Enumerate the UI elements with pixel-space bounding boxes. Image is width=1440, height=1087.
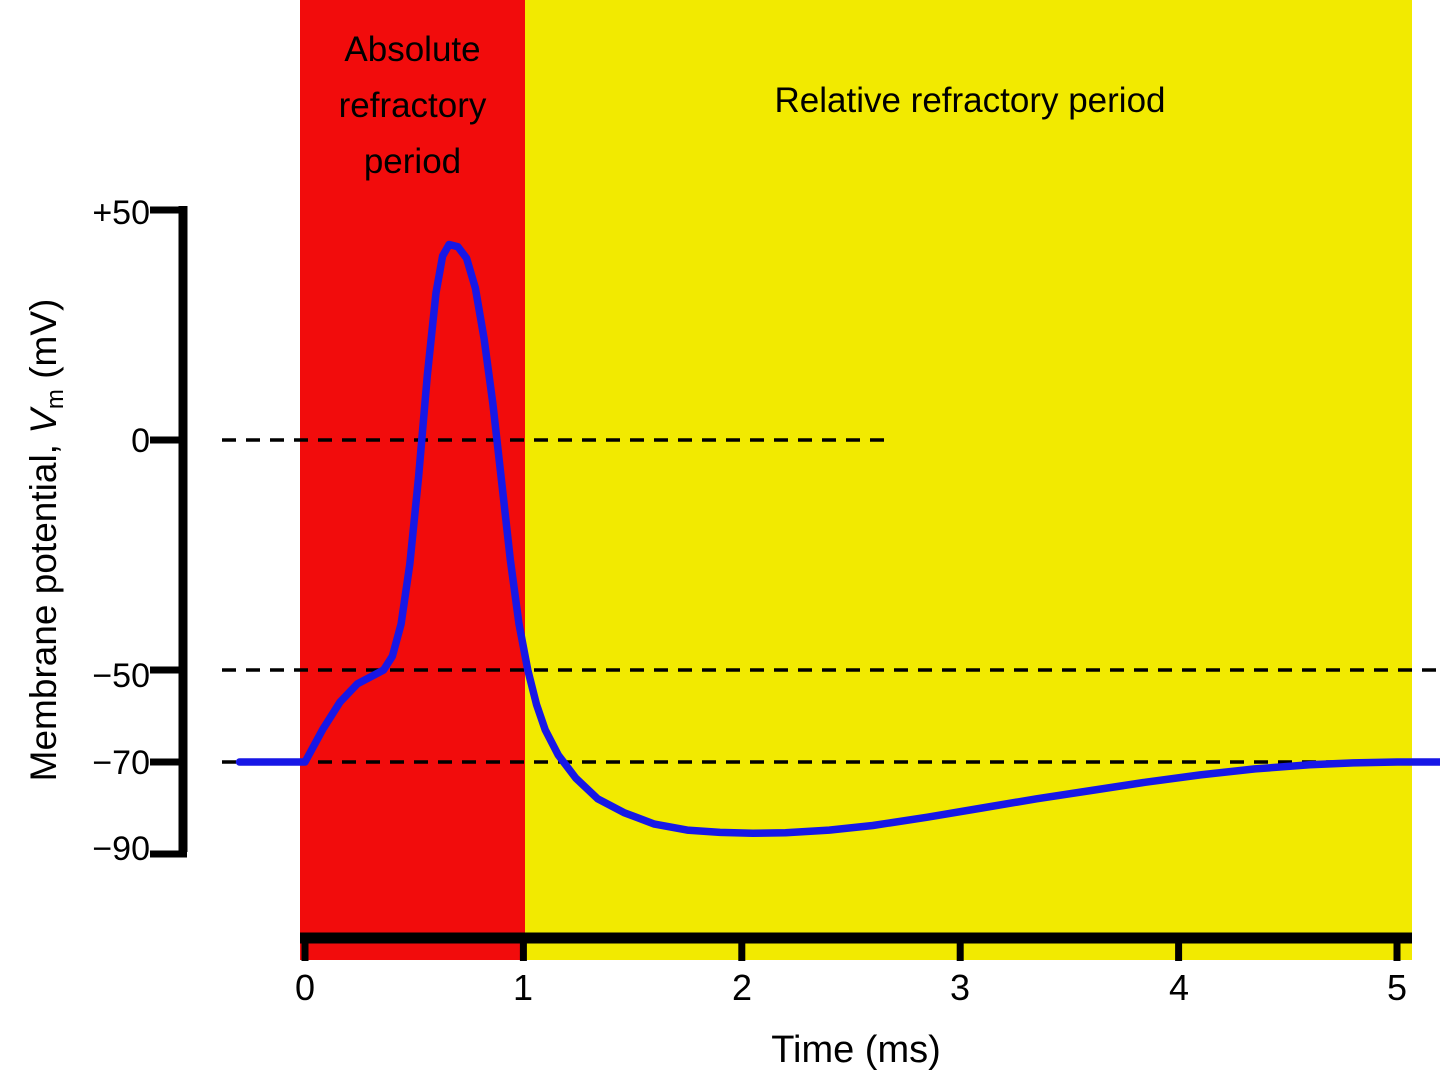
y-axis-title-prefix: Membrane potential, <box>23 433 64 782</box>
absolute-refractory-region <box>300 0 525 960</box>
x-tick-label-3: 3 <box>949 967 971 1008</box>
y-tick-label-minus90: −90 <box>92 830 150 868</box>
y-tick-label-minus70: −70 <box>92 744 150 782</box>
y-axis-title-suffix: (mV) <box>23 298 64 390</box>
absolute-refractory-label: Absolute refractory period <box>338 30 487 181</box>
y-axis-title-variable: V <box>23 409 64 434</box>
x-tick-label-0: 0 <box>294 967 316 1008</box>
x-tick-label-5: 5 <box>1386 967 1408 1008</box>
y-tick-label-plus50: +50 <box>92 194 150 232</box>
x-axis-title: Time (ms) <box>771 1029 941 1071</box>
y-tick-label-0: 0 <box>131 422 150 460</box>
y-axis-title: Membrane potential, Vm (mV) <box>22 190 78 890</box>
x-tick-label-4: 4 <box>1168 967 1190 1008</box>
relative-refractory-region <box>525 0 1412 960</box>
x-tick-label-1: 1 <box>512 967 534 1008</box>
relative-refractory-label: Relative refractory period <box>774 81 1166 120</box>
x-tick-label-2: 2 <box>731 967 753 1008</box>
y-tick-label-minus50: −50 <box>92 657 150 695</box>
y-axis-title-subscript: m <box>42 389 69 410</box>
